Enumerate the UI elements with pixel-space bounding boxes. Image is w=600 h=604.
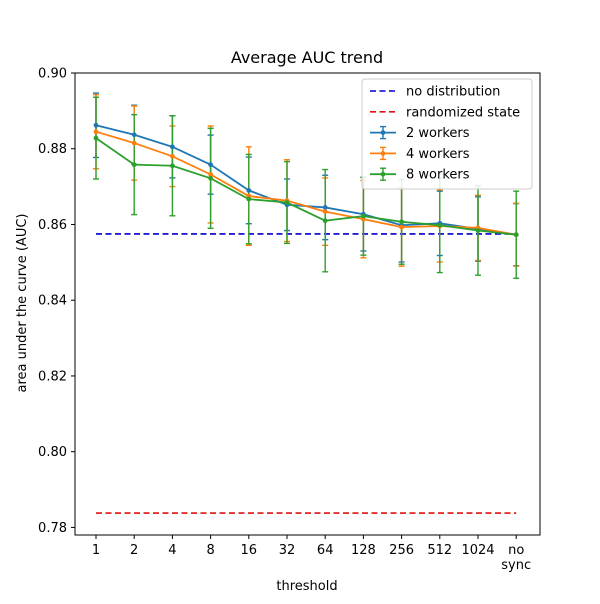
legend-swatch-marker: [380, 171, 386, 177]
legend-entry-label: 4 workers: [406, 147, 470, 162]
legend-swatch-marker: [380, 130, 386, 136]
data-point-4-workers: [322, 209, 328, 215]
data-point-4-workers: [208, 172, 214, 177]
y-tick-label: 0.88: [38, 142, 67, 157]
x-tick-label: 512: [427, 543, 452, 558]
data-point-8-workers: [437, 222, 443, 228]
data-point-8-workers: [399, 219, 404, 225]
x-tick-label: 1024: [461, 543, 494, 558]
legend-swatch-marker: [380, 151, 386, 156]
data-point-8-workers: [131, 162, 137, 168]
data-point-2-workers: [93, 122, 99, 128]
y-tick-label: 0.90: [38, 67, 67, 82]
y-tick-label: 0.82: [38, 369, 67, 384]
legend-entry-label: 8 workers: [406, 168, 470, 183]
legend-entry-label: 2 workers: [406, 126, 470, 141]
data-point-2-workers: [170, 144, 175, 150]
chart-title: Average AUC trend: [231, 48, 383, 67]
x-tick-label: 16: [241, 543, 258, 558]
x-tick-label: 2: [130, 543, 138, 558]
y-axis-label: area under the curve (AUC): [15, 214, 30, 393]
data-point-8-workers: [93, 135, 99, 141]
y-tick-label: 0.84: [38, 294, 67, 309]
series-line-8-workers: [95, 137, 517, 236]
y-tick-label: 0.86: [38, 218, 67, 233]
data-point-8-workers: [322, 218, 328, 224]
x-tick-label: 32: [279, 543, 296, 558]
legend-entry-label: randomized state: [406, 105, 520, 120]
x-tick-label: 64: [317, 543, 334, 558]
plot-frame: [74, 72, 541, 536]
data-point-8-workers: [513, 232, 519, 238]
data-point-8-workers: [208, 175, 214, 181]
data-point-8-workers: [246, 196, 252, 202]
data-point-2-workers: [322, 205, 328, 210]
data-point-4-workers: [131, 140, 137, 146]
y-tick-label: 0.80: [38, 445, 67, 460]
data-point-8-workers: [475, 228, 481, 233]
data-point-2-workers: [246, 187, 252, 193]
legend-box: [361, 78, 533, 190]
data-point-8-workers: [284, 200, 290, 205]
x-tick-label: 8: [206, 543, 214, 558]
data-point-4-workers: [170, 153, 175, 159]
data-point-2-workers: [208, 162, 214, 168]
data-point-8-workers: [361, 213, 366, 219]
legend-entry-label: no distribution: [406, 85, 500, 100]
x-tick-label: 1: [92, 543, 100, 558]
data-point-8-workers: [170, 163, 175, 169]
data-point-4-workers: [93, 129, 99, 135]
x-axis-label: threshold: [276, 579, 337, 594]
data-point-2-workers: [131, 132, 137, 138]
data-point-4-workers: [399, 224, 404, 230]
x-tick-label: no sync: [501, 543, 531, 573]
y-tick-label: 0.78: [38, 521, 67, 536]
x-tick-label: 4: [168, 543, 176, 558]
x-tick-label: 256: [389, 543, 414, 558]
x-tick-label: 128: [351, 543, 376, 558]
